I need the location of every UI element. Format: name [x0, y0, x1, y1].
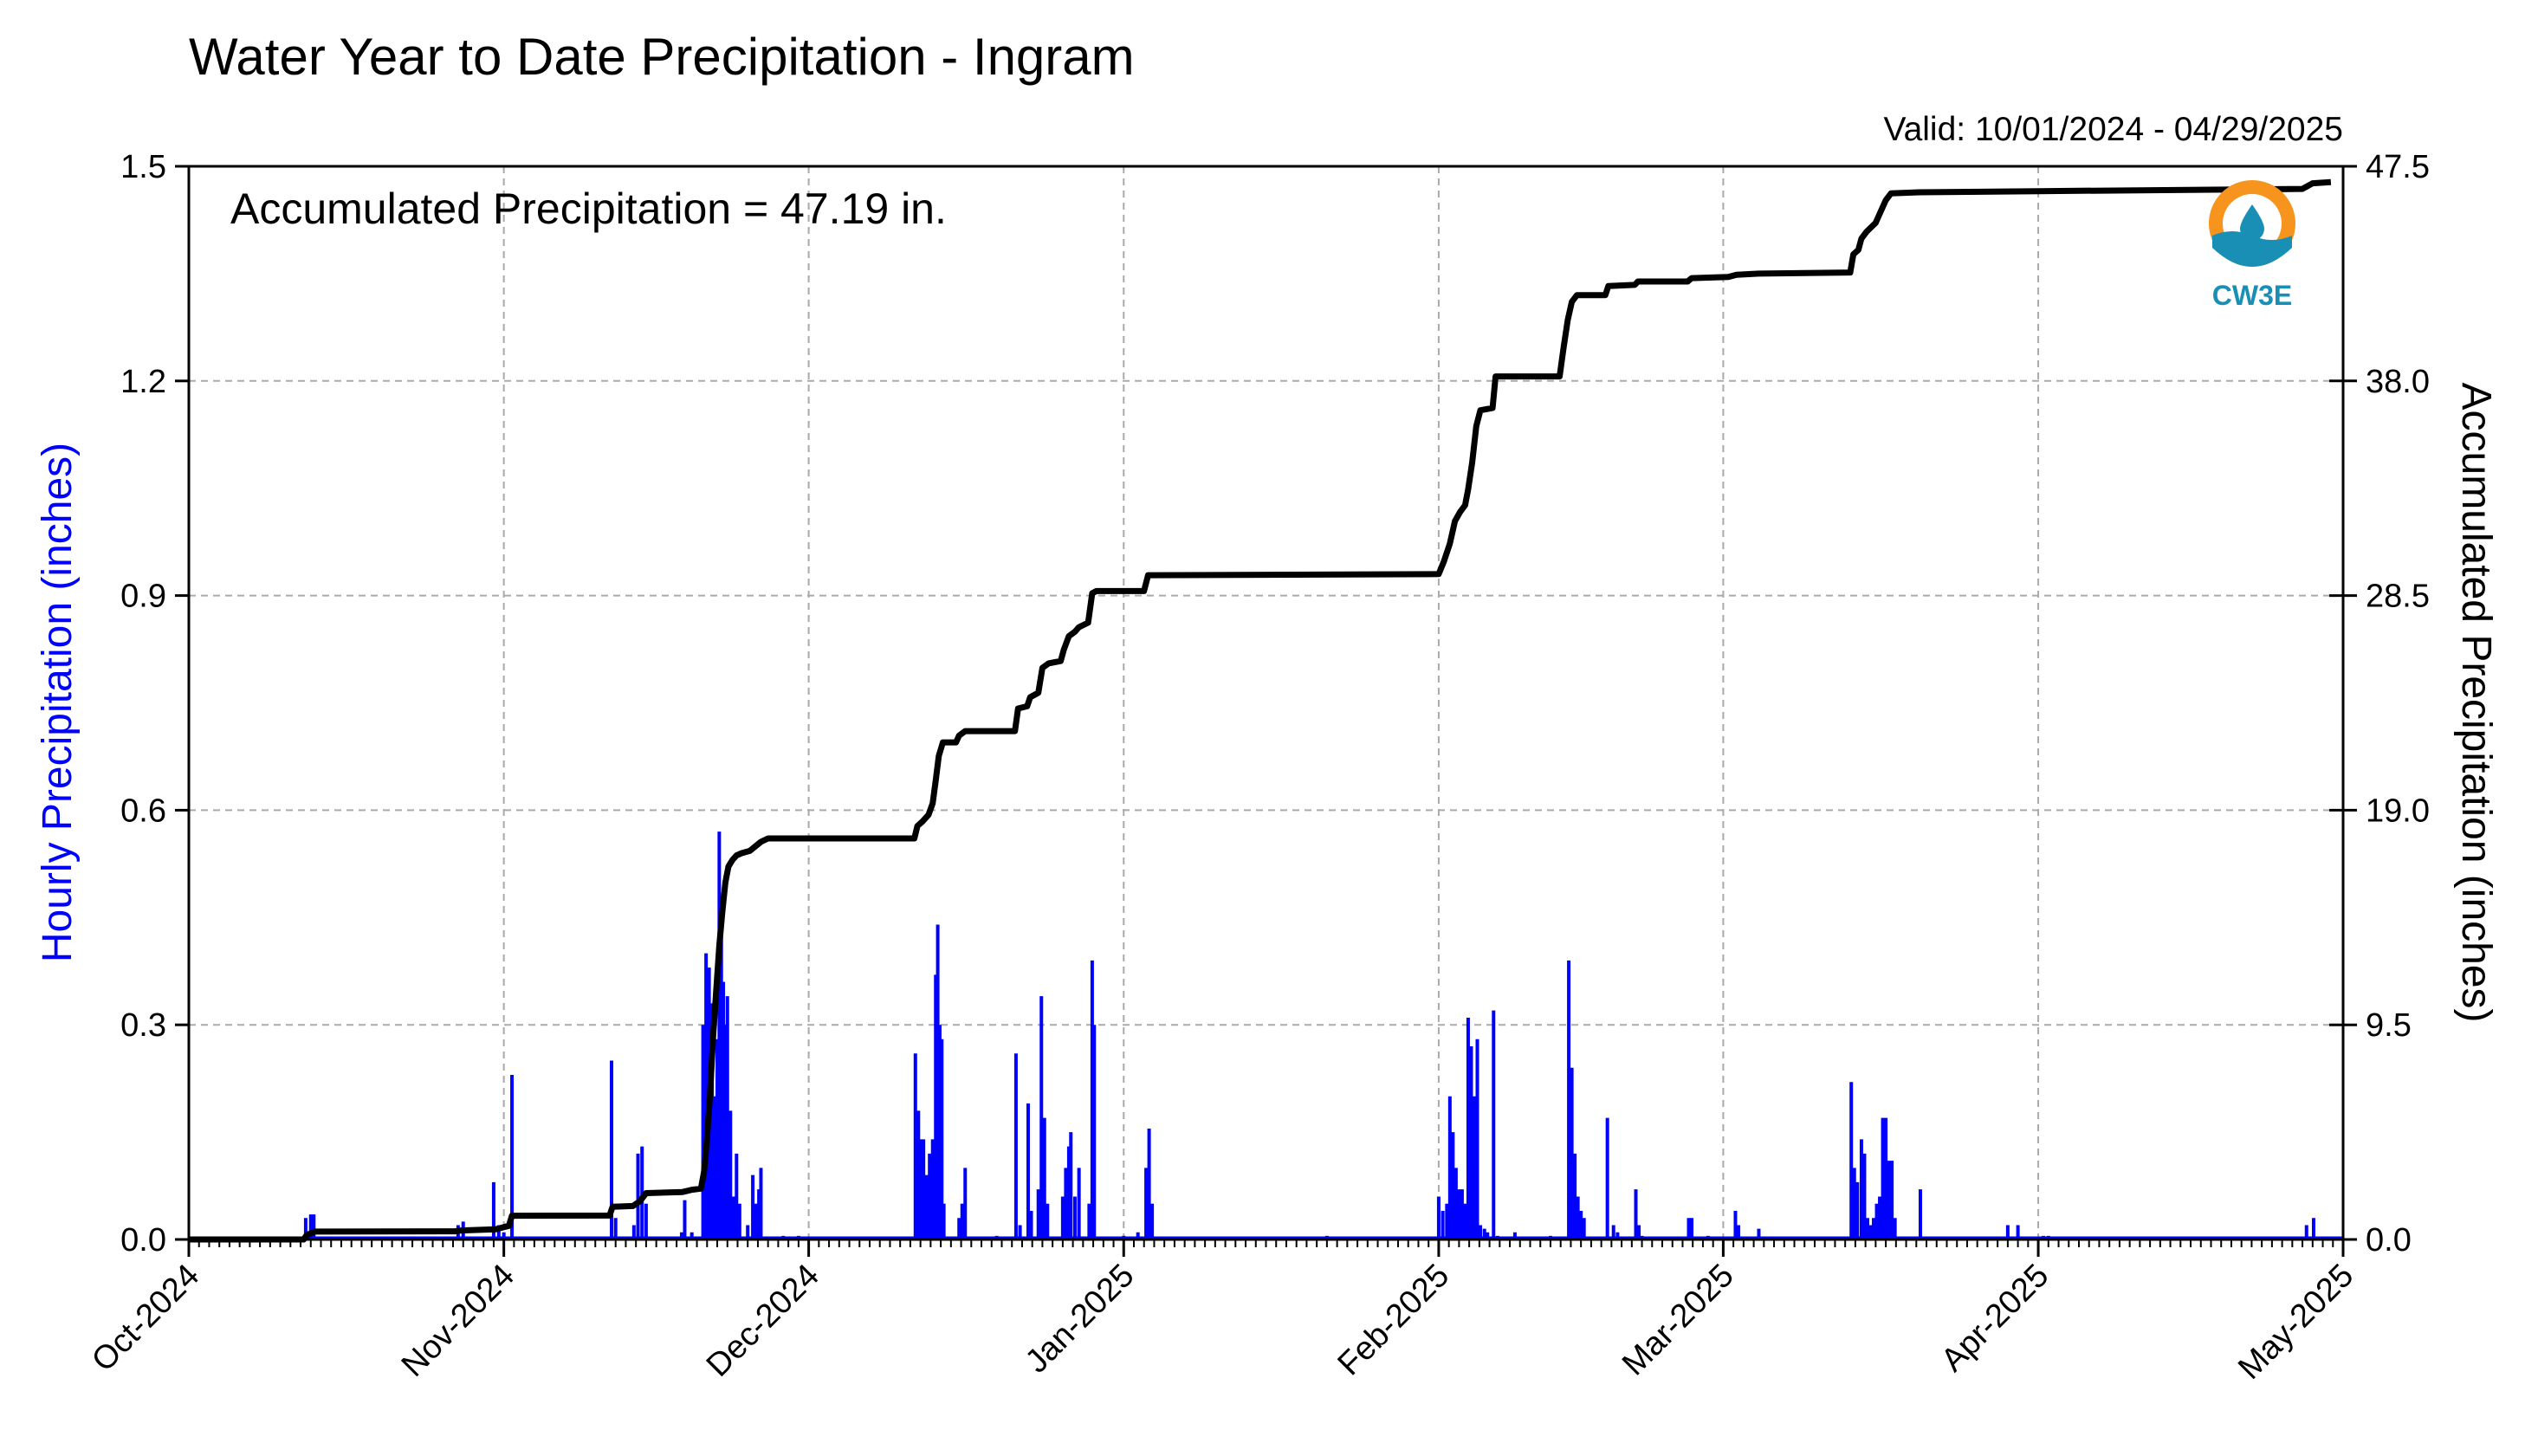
y-right-tick-label: 0.0 [2366, 1222, 2412, 1259]
logo-wave-icon [2212, 231, 2292, 267]
y-right-tick-label: 38.0 [2366, 364, 2430, 400]
x-minor-ticks [188, 1239, 2344, 1247]
y-right-tick-label: 47.5 [2366, 149, 2430, 185]
left-y-axis: 0.0 0.3 0.6 0.9 1.2 1.5 [120, 149, 189, 1259]
accumulated-annotation: Accumulated Precipitation = 47.19 in. [230, 184, 947, 233]
right-y-axis-label: Accumulated Precipitation (inches) [2453, 382, 2499, 1022]
logo-text: CW3E [2212, 280, 2292, 311]
y-left-tick-label: 1.5 [120, 149, 166, 185]
x-tick-label: Nov-2024 [395, 1258, 521, 1384]
x-tick-label: Apr-2025 [1934, 1258, 2056, 1379]
x-tick-label: May-2025 [2231, 1258, 2360, 1387]
y-right-tick-label: 19.0 [2366, 793, 2430, 829]
y-left-tick-label: 0.9 [120, 579, 166, 615]
y-left-tick-label: 1.2 [120, 364, 166, 400]
logo-drop-icon [2240, 204, 2264, 241]
y-right-tick-label: 9.5 [2366, 1007, 2412, 1044]
chart-subtitle: Valid: 10/01/2024 - 04/29/2025 [1883, 111, 2343, 148]
grid-lines [189, 166, 2343, 1239]
x-tick-label: Feb-2025 [1331, 1258, 1457, 1383]
hourly-bars [189, 832, 2343, 1239]
x-tick-label: Dec-2024 [700, 1258, 826, 1384]
x-tick-label: Mar-2025 [1615, 1258, 1741, 1383]
right-y-axis: 0.0 9.5 19.0 28.5 38.0 47.5 [2329, 149, 2430, 1259]
y-left-tick-label: 0.3 [120, 1007, 166, 1044]
x-axis: Oct-2024 Nov-2024 Dec-2024 Jan-2025 Feb-2025… [85, 1239, 2360, 1387]
y-left-tick-label: 0.6 [120, 793, 166, 829]
x-tick-label: Jan-2025 [1019, 1258, 1142, 1381]
y-right-tick-label: 28.5 [2366, 579, 2430, 615]
left-y-axis-label: Hourly Precipitation (inches) [35, 443, 81, 962]
x-tick-label: Oct-2024 [85, 1258, 206, 1379]
accumulated-line [189, 178, 2332, 1243]
chart-title: Water Year to Date Precipitation - Ingra… [189, 28, 1135, 86]
y-left-tick-label: 0.0 [120, 1222, 166, 1259]
cw3e-logo: CW3E [2209, 180, 2295, 311]
